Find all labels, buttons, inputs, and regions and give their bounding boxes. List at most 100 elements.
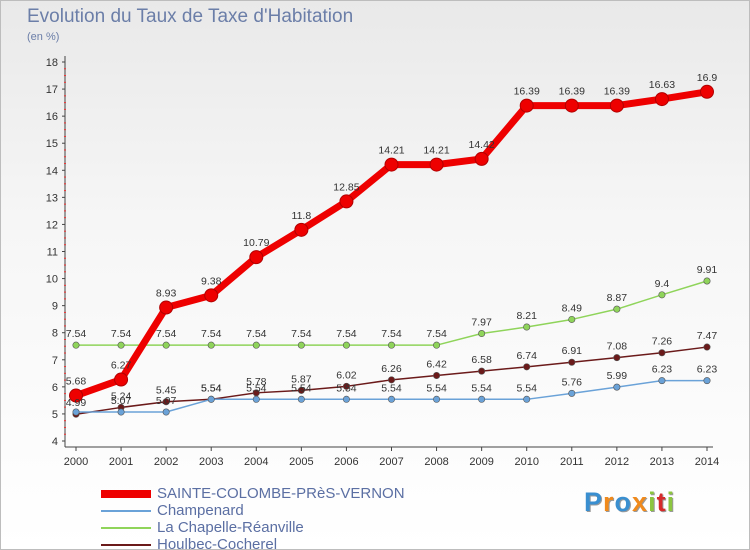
- data-point: [342, 341, 350, 349]
- data-point: [297, 395, 305, 403]
- data-label: 7.26: [652, 336, 673, 348]
- data-label: 5.78: [246, 376, 267, 388]
- proxiti-logo: Proxiti: [584, 487, 675, 518]
- data-point: [72, 341, 80, 349]
- data-label: 6.26: [381, 363, 402, 375]
- data-point: [523, 323, 531, 331]
- x-tick-label: 2005: [289, 456, 313, 468]
- logo-letter: i: [648, 487, 657, 517]
- x-tick-label: 2001: [109, 456, 133, 468]
- data-label: 5.54: [471, 382, 492, 394]
- data-point: [117, 408, 125, 416]
- data-label: 8.87: [607, 292, 628, 304]
- data-label: 4.99: [66, 397, 87, 409]
- data-point: [159, 300, 174, 315]
- data-point: [342, 382, 350, 390]
- x-tick-label: 2003: [199, 456, 223, 468]
- legend-swatch: [101, 490, 151, 498]
- data-label: 7.54: [111, 328, 132, 340]
- data-label: 5.45: [156, 385, 177, 397]
- y-tick-label: 13: [46, 192, 58, 204]
- data-label: 14.21: [378, 145, 404, 157]
- data-label: 5.07: [111, 395, 132, 407]
- data-point: [297, 341, 305, 349]
- data-point: [387, 341, 395, 349]
- legend-label: La Chapelle-Réanville: [157, 519, 304, 536]
- data-point: [700, 84, 714, 99]
- logo-letter: i: [666, 487, 676, 517]
- data-point: [387, 395, 395, 403]
- logo-letter: t: [656, 487, 667, 517]
- data-label: 6.74: [516, 350, 537, 362]
- data-label: 7.54: [336, 328, 357, 340]
- data-point: [658, 377, 666, 385]
- data-point: [204, 288, 219, 303]
- data-label: 9.38: [201, 275, 222, 287]
- y-tick-label: 9: [52, 301, 58, 313]
- series-la-chapelle-r-anville: [72, 277, 711, 349]
- data-label: 7.08: [607, 341, 628, 353]
- logo-letter: P: [584, 487, 604, 517]
- data-label: 16.9: [697, 72, 718, 84]
- y-tick-label: 10: [46, 274, 58, 286]
- y-tick-label: 18: [46, 57, 58, 69]
- data-label: 7.47: [697, 330, 718, 342]
- x-tick-label: 2014: [695, 456, 719, 468]
- data-label: 5.54: [201, 382, 222, 394]
- x-tick-label: 2008: [424, 456, 448, 468]
- legend-swatch: [101, 544, 151, 546]
- data-label: 7.54: [291, 328, 312, 340]
- data-point: [387, 376, 395, 384]
- data-label: 5.68: [66, 376, 87, 388]
- y-tick-label: 14: [46, 165, 58, 177]
- data-point: [658, 349, 666, 357]
- data-label: 6.27: [111, 360, 132, 372]
- y-tick-label: 12: [46, 219, 58, 231]
- data-point: [339, 194, 354, 209]
- data-label: 6.23: [652, 364, 673, 376]
- data-point: [72, 408, 80, 416]
- data-label: 5.07: [156, 395, 177, 407]
- data-point: [433, 395, 441, 403]
- data-point: [703, 277, 711, 285]
- legend-label: Champenard: [157, 502, 244, 519]
- data-point: [207, 341, 215, 349]
- data-label: 5.54: [516, 382, 537, 394]
- data-label: 6.23: [697, 364, 718, 376]
- legend-label: Houlbec-Cocherel: [157, 536, 278, 550]
- data-label: 16.39: [514, 86, 540, 98]
- data-point: [342, 395, 350, 403]
- data-label: 7.54: [246, 328, 267, 340]
- chart-unit: (en %): [27, 31, 60, 43]
- data-label: 5.99: [607, 370, 628, 382]
- data-point: [252, 395, 260, 403]
- legend-swatch: [101, 510, 151, 512]
- data-point: [703, 377, 711, 385]
- y-tick-label: 17: [46, 84, 58, 96]
- y-tick-label: 11: [47, 247, 58, 259]
- data-label: 5.54: [381, 382, 402, 394]
- x-tick-label: 2004: [244, 456, 268, 468]
- x-tick-label: 2000: [64, 456, 88, 468]
- legend-swatch: [101, 527, 151, 529]
- data-label: 5.87: [291, 373, 312, 385]
- data-point: [478, 367, 486, 375]
- y-tick-label: 4: [52, 436, 58, 448]
- data-label: 14.21: [423, 145, 449, 157]
- x-tick-label: 2009: [469, 456, 493, 468]
- data-point: [433, 371, 441, 379]
- legend-label: SAINTE-COLOMBE-PRèS-VERNON: [157, 485, 405, 502]
- data-point: [519, 98, 534, 113]
- data-label: 5.76: [562, 376, 583, 388]
- data-label: 7.54: [426, 328, 447, 340]
- data-point: [69, 388, 83, 403]
- data-point: [384, 157, 399, 172]
- data-point: [564, 98, 579, 113]
- x-tick-label: 2006: [334, 456, 358, 468]
- y-tick-label: 6: [52, 382, 58, 394]
- data-point: [523, 363, 531, 371]
- data-point: [613, 383, 621, 391]
- data-point: [162, 341, 170, 349]
